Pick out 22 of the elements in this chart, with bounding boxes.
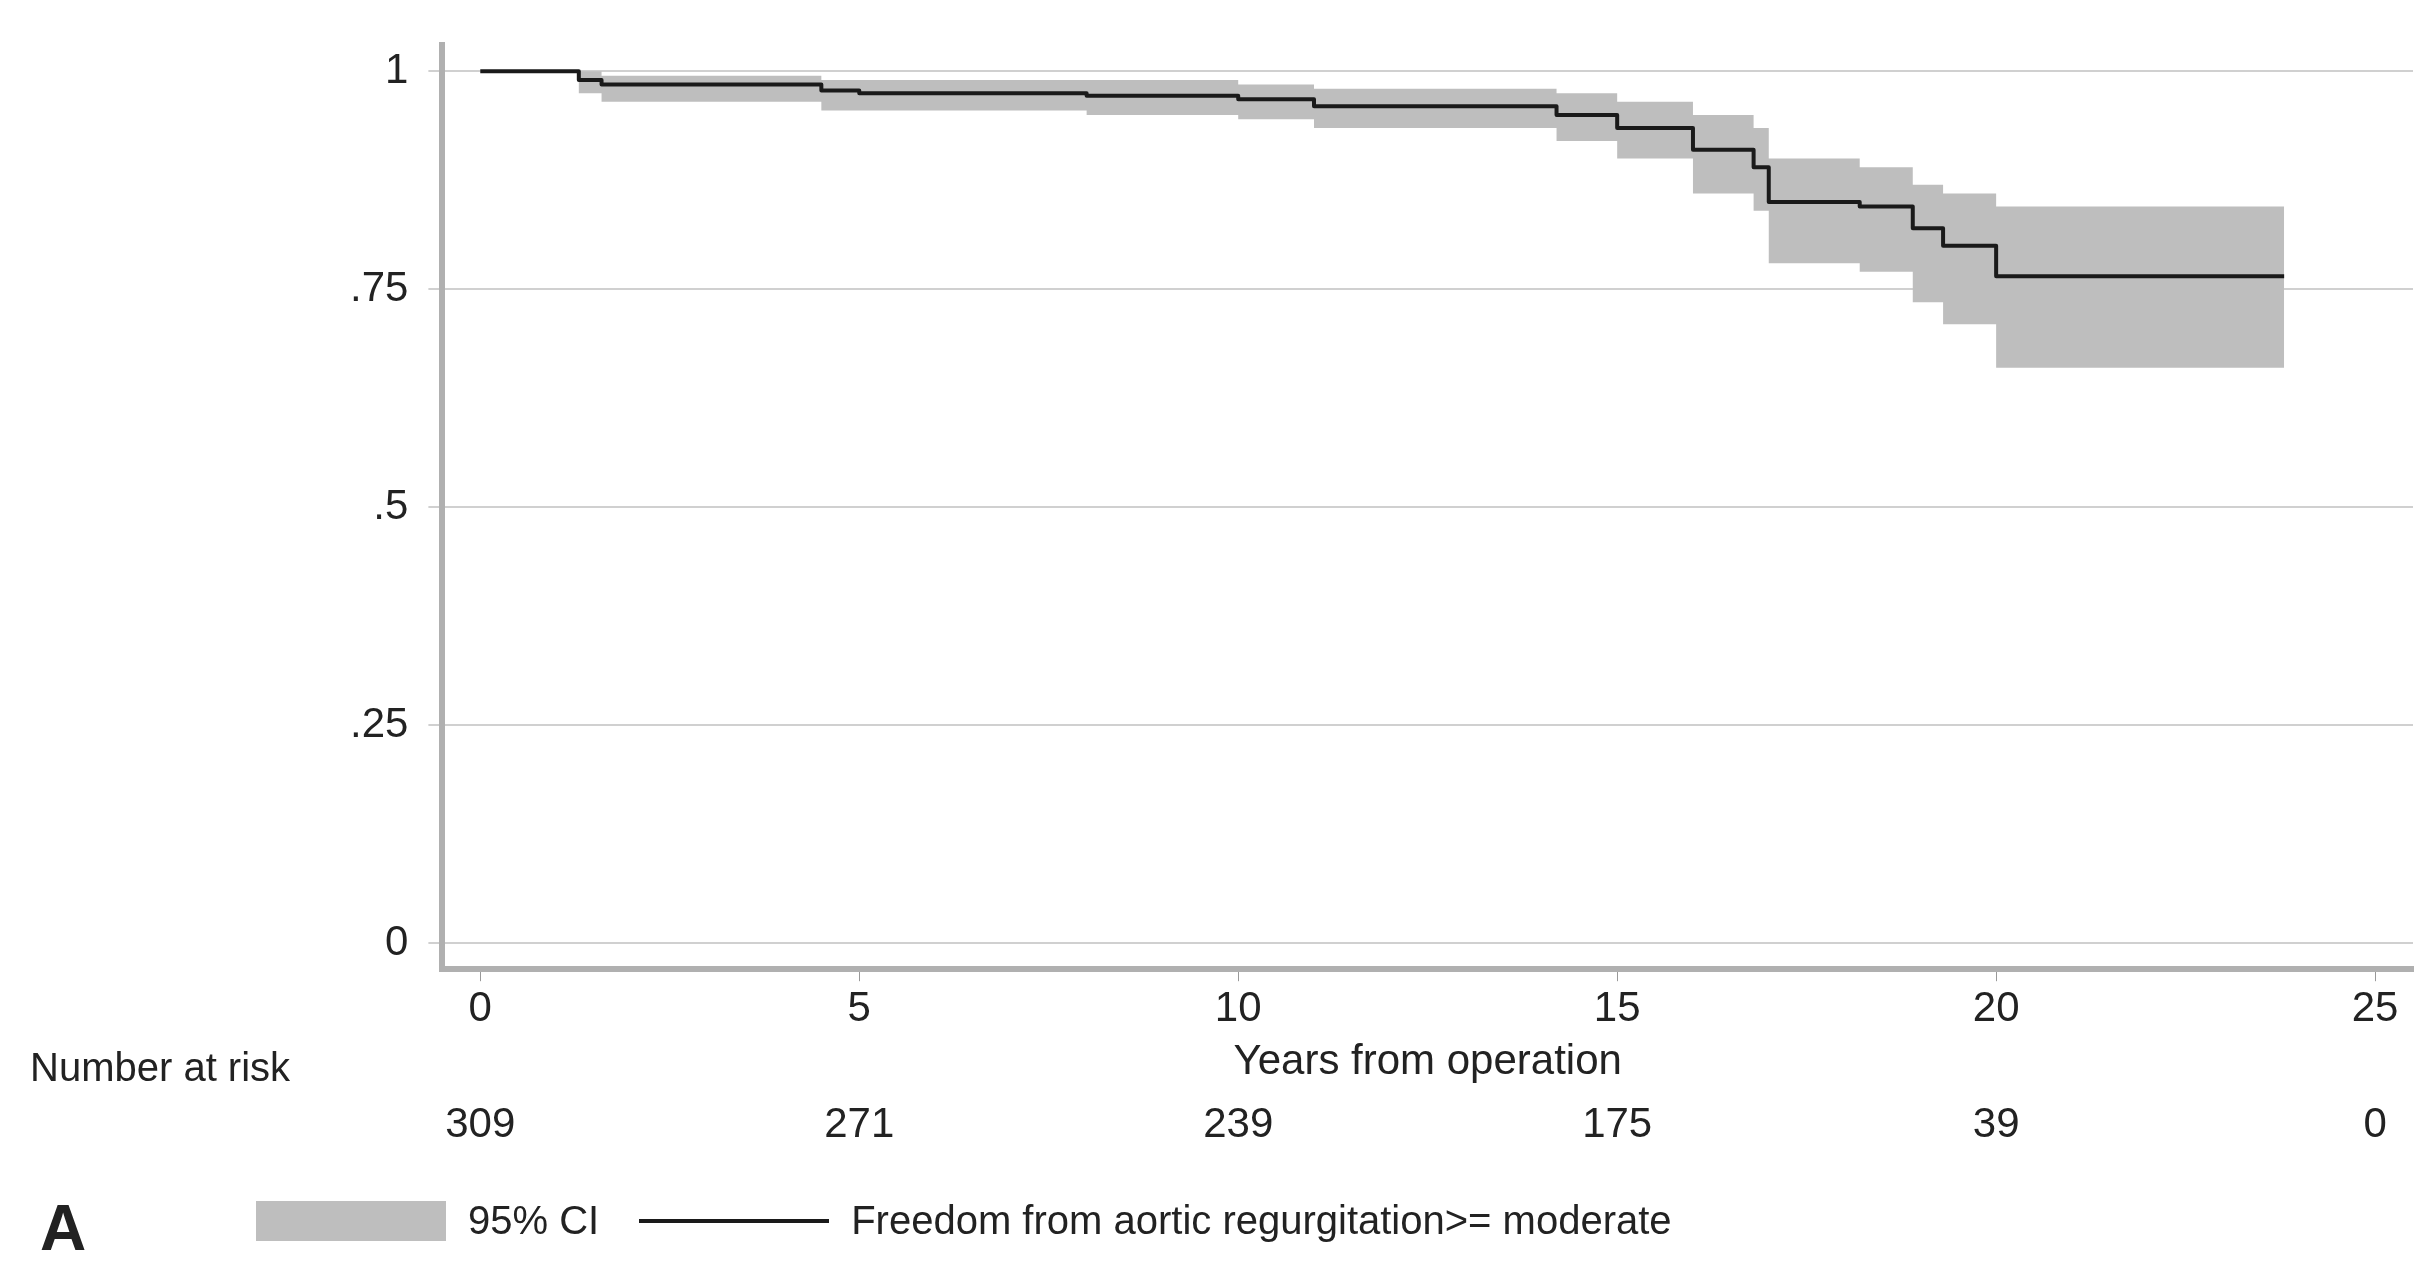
x-tick-label: 15 xyxy=(1593,982,1641,1030)
legend-label: Freedom from aortic regurgitation>= moderate xyxy=(851,1198,1672,1243)
x-axis-title: Years from operation xyxy=(1233,1036,1622,1084)
y-tick-label: 0 xyxy=(385,916,409,964)
x-tick-label: 20 xyxy=(1972,982,2020,1030)
x-tick-label: 5 xyxy=(847,982,871,1030)
x-tick-label: 0 xyxy=(468,982,492,1030)
text: 39 xyxy=(1972,1098,2020,1146)
text: 271 xyxy=(824,1098,895,1146)
y-tick-label: 1 xyxy=(385,44,409,92)
text: 309 xyxy=(445,1098,516,1146)
text: A xyxy=(40,1191,87,1263)
y-tick-label: .75 xyxy=(350,262,409,310)
x-tick-label: 10 xyxy=(1214,982,1262,1030)
y-tick-label: .5 xyxy=(373,480,409,528)
text: Number at risk xyxy=(30,1045,292,1090)
text: 175 xyxy=(1582,1098,1653,1146)
text: 239 xyxy=(1203,1098,1274,1146)
text: 0 xyxy=(2363,1098,2387,1146)
y-tick-label: .25 xyxy=(350,698,409,746)
text: 95% CI xyxy=(468,1198,600,1243)
x-tick-label: 25 xyxy=(2351,982,2399,1030)
